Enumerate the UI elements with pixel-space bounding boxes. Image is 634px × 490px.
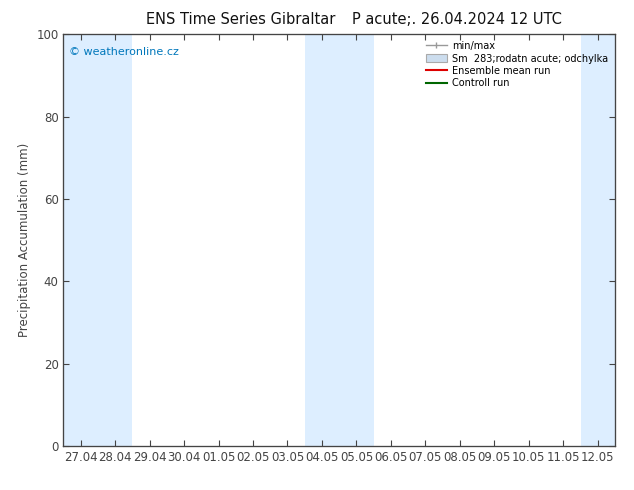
Bar [581, 34, 615, 446]
Text: P acute;. 26.04.2024 12 UTC: P acute;. 26.04.2024 12 UTC [351, 12, 562, 27]
Y-axis label: Precipitation Accumulation (mm): Precipitation Accumulation (mm) [18, 143, 30, 337]
Bar [98, 34, 133, 446]
Bar [339, 34, 373, 446]
Text: © weatheronline.cz: © weatheronline.cz [69, 47, 179, 57]
Bar [63, 34, 98, 446]
Text: ENS Time Series Gibraltar: ENS Time Series Gibraltar [146, 12, 335, 27]
Legend: min/max, Sm  283;rodatn acute; odchylka, Ensemble mean run, Controll run: min/max, Sm 283;rodatn acute; odchylka, … [424, 39, 610, 90]
Bar [305, 34, 339, 446]
